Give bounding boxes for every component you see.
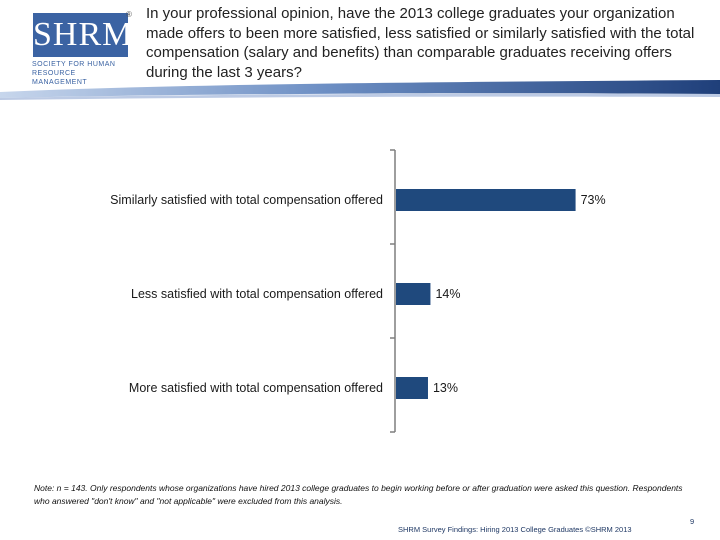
logo-tagline: SOCIETY FOR HUMAN RESOURCE MANAGEMENT bbox=[32, 61, 116, 86]
bar bbox=[396, 377, 428, 399]
footer-source: SHRM Survey Findings: Hiring 2013 Colleg… bbox=[398, 525, 632, 534]
data-label: 14% bbox=[435, 287, 460, 301]
data-label: 73% bbox=[581, 193, 606, 207]
page-number: 9 bbox=[690, 517, 695, 526]
slide-title: In your professional opinion, have the 2… bbox=[146, 5, 695, 81]
header-swoosh bbox=[0, 80, 720, 100]
logo-wordmark: SHRM bbox=[33, 13, 132, 57]
bar bbox=[396, 283, 431, 305]
category-label: Less satisfied with total compensation o… bbox=[131, 287, 383, 301]
data-label: 13% bbox=[433, 381, 458, 395]
bar bbox=[396, 189, 576, 211]
footnote: Note: n = 143. Only respondents whose or… bbox=[34, 483, 683, 506]
category-label: More satisfied with total compensation o… bbox=[129, 381, 383, 395]
category-label: Similarly satisfied with total compensat… bbox=[110, 193, 383, 207]
shrm-logo: SHRM ® SOCIETY FOR HUMAN RESOURCE MANAGE… bbox=[30, 10, 134, 86]
registered-mark: ® bbox=[126, 10, 132, 19]
